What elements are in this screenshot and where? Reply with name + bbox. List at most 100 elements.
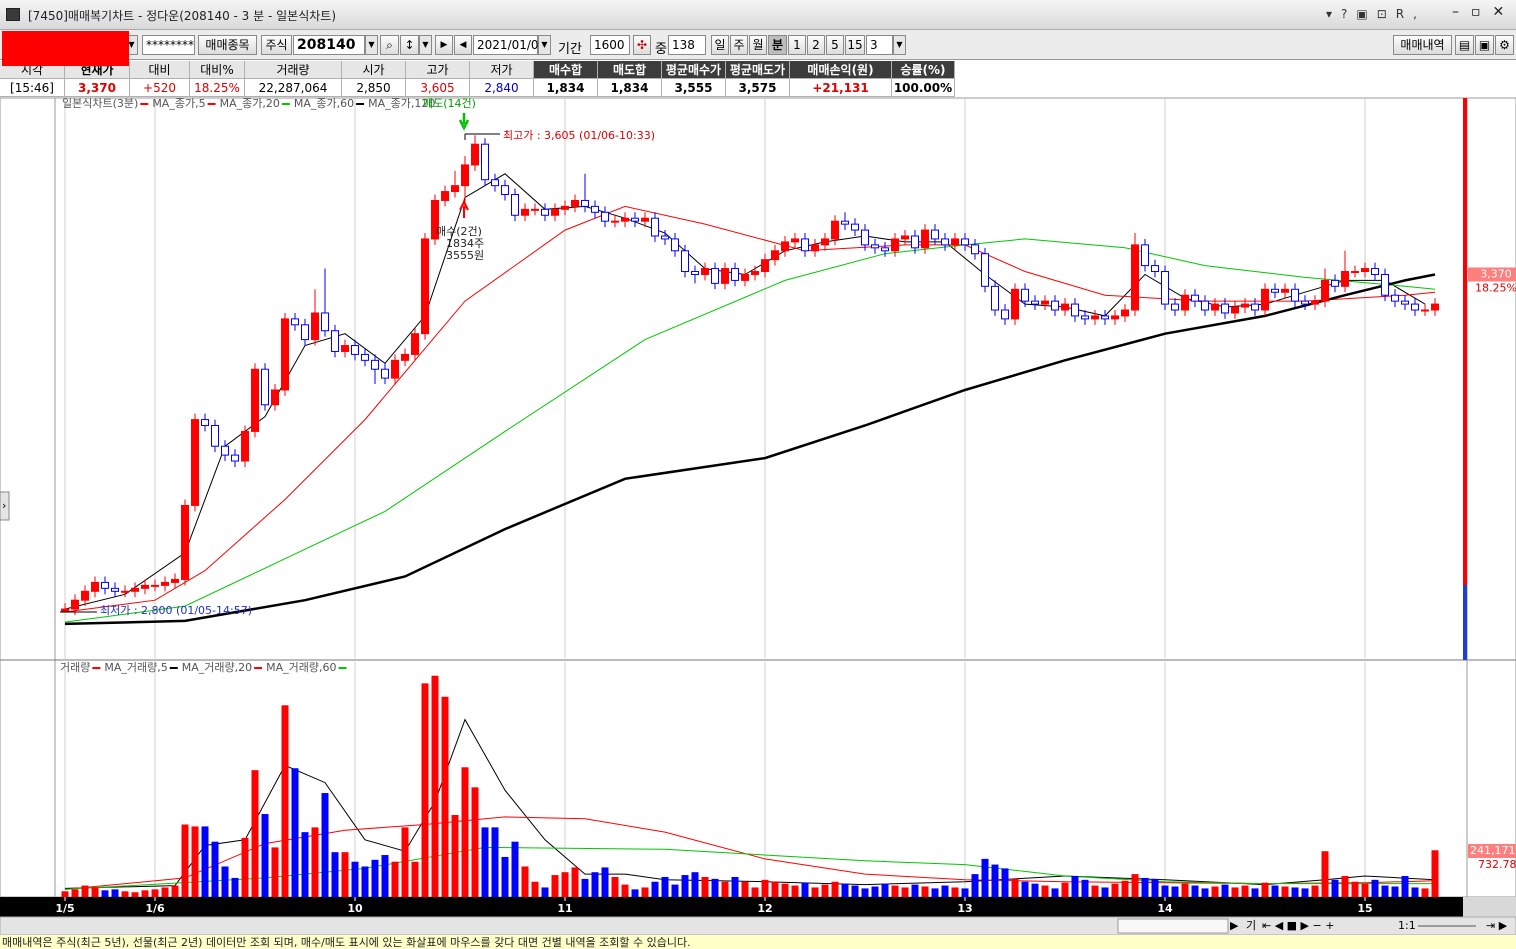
volume-bar — [421, 683, 429, 897]
search-button[interactable]: ⌕ — [380, 35, 399, 55]
prev-button[interactable]: ◀ — [454, 35, 472, 55]
candle-body — [391, 359, 399, 379]
volume-bar — [221, 866, 229, 897]
candle-body — [1111, 315, 1119, 320]
volume-bar — [981, 858, 989, 897]
candle-body — [411, 333, 419, 355]
summary-header: 평균매도가 — [726, 61, 790, 79]
volume-bar — [701, 876, 709, 897]
code-input[interactable]: 208140 — [293, 35, 365, 55]
legend-item: MA_거래량,20 — [182, 661, 252, 674]
x-tick-label: 15 — [1357, 902, 1372, 915]
timeframe-button[interactable]: 1 — [788, 35, 806, 55]
volume-bar — [401, 827, 409, 897]
volume-bar — [501, 856, 509, 897]
scroll-right: ▶ — [1230, 919, 1239, 932]
candle-body — [821, 238, 829, 246]
volume-bar — [721, 881, 729, 897]
window-tools[interactable]: ▾?▣⊡R, — [1326, 7, 1426, 21]
candle-body — [1331, 279, 1339, 287]
summary-value: 100.00% — [892, 79, 955, 97]
window-controls[interactable]: –▫✕ — [1452, 4, 1516, 20]
timeframe-button-active[interactable]: 분 — [768, 35, 787, 55]
price-marker-label: 3,370 — [1480, 267, 1512, 280]
x-tick-label: 11 — [557, 902, 572, 915]
settings-button[interactable]: ⚙ — [1495, 35, 1514, 55]
interval-input[interactable]: 3 — [866, 35, 893, 55]
candle-body — [501, 185, 509, 196]
timeframe-button[interactable]: 주 — [730, 35, 748, 55]
sort-button[interactable]: ↕ — [400, 35, 419, 55]
volume-bar — [921, 886, 929, 897]
open-button[interactable]: ▤ — [1455, 35, 1474, 55]
volume-bar — [351, 861, 359, 897]
scroll-controls[interactable]: ⇤ ◀ ■ ▶ − + — [1262, 919, 1334, 932]
candle-body — [1311, 300, 1319, 305]
timeframe-button[interactable]: 월 — [749, 35, 767, 55]
buy-arrow — [459, 199, 469, 218]
volume-bar — [1391, 886, 1399, 897]
timeframe-button[interactable]: 5 — [826, 35, 844, 55]
count-input[interactable]: 138 — [668, 35, 706, 55]
low-label: 최저가 : 2,800 (01/05-14:57) — [100, 604, 252, 617]
timeframe-button[interactable]: 15 — [845, 35, 865, 55]
volume-bar — [911, 884, 919, 897]
period-input[interactable]: 1600 — [590, 35, 630, 55]
timeframe-button[interactable]: 일 — [711, 35, 729, 55]
candle-body — [511, 194, 519, 216]
date-input[interactable]: 2021/01/06 — [473, 35, 546, 55]
candle-body — [1121, 309, 1129, 317]
candle-body — [641, 217, 649, 222]
volume-bar — [621, 884, 629, 897]
candle-body — [111, 587, 119, 592]
scroll-control-label[interactable]: 기 — [1246, 919, 1256, 932]
sort-dropdown[interactable]: ▼ — [419, 35, 432, 55]
candle-body — [1301, 300, 1309, 305]
stock-button[interactable]: 매매종목 — [198, 35, 257, 55]
volume-bar — [441, 696, 449, 897]
volume-bar — [491, 827, 499, 897]
volume-bar — [81, 885, 89, 897]
market-button[interactable]: 주식 — [261, 35, 292, 55]
volume-bar — [1291, 887, 1299, 897]
candle-body — [1131, 244, 1139, 311]
volume-bar — [791, 885, 799, 897]
volume-bar — [561, 872, 569, 897]
candle-body — [1361, 268, 1369, 273]
password-field[interactable]: ******** — [142, 35, 195, 55]
history-button[interactable]: 매매내역 — [1393, 35, 1452, 55]
next-button[interactable]: ▶ — [435, 35, 453, 55]
volume-bar — [1011, 878, 1019, 897]
volume-marker-label: 241,171 — [1470, 844, 1516, 857]
interval-dropdown[interactable]: ▼ — [893, 35, 906, 55]
summary-value: 3,370 — [65, 79, 130, 97]
volume-bar — [91, 887, 99, 897]
volume-bar — [1111, 883, 1119, 897]
volume-bar — [1181, 883, 1189, 897]
candle-body — [1281, 288, 1289, 293]
volume-bar — [811, 887, 819, 897]
candle-body — [891, 238, 899, 252]
volume-bar — [571, 867, 579, 897]
volume-bar — [1371, 879, 1379, 897]
volume-bar — [1321, 851, 1329, 897]
color-button[interactable]: ✣ — [633, 35, 651, 55]
candle-body — [1351, 271, 1359, 274]
candle-body — [931, 229, 939, 240]
volume-bar — [971, 874, 979, 897]
save-button[interactable]: ▣ — [1475, 35, 1494, 55]
volume-bar — [161, 887, 169, 897]
date-dropdown[interactable]: ▼ — [538, 35, 551, 55]
volume-bar — [591, 872, 599, 897]
buy-quantity: 1834주 — [446, 237, 484, 250]
timeframe-button[interactable]: 2 — [807, 35, 825, 55]
candle-body — [901, 235, 909, 240]
legend-item: MA_종가,20 — [220, 97, 280, 110]
candle-body — [191, 419, 199, 506]
candle-body — [981, 253, 989, 287]
volume-bar — [211, 841, 219, 897]
code-dropdown[interactable]: ▼ — [365, 35, 378, 55]
volume-bar — [331, 852, 339, 897]
redacted-area — [2, 31, 129, 66]
candle-body — [361, 353, 369, 361]
